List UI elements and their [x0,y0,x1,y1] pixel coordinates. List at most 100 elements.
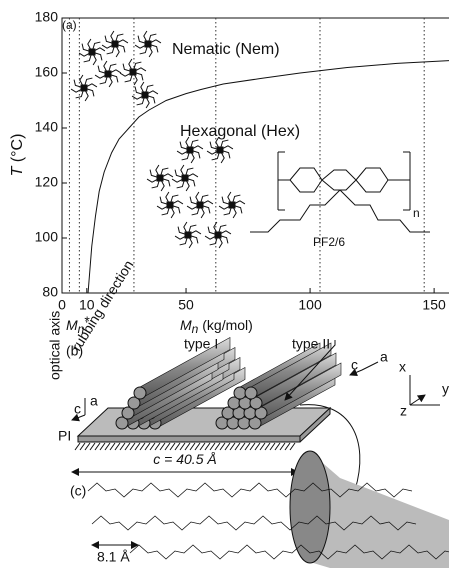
hatch [279,442,286,451]
zoom-cone [310,452,449,568]
hatch [144,442,151,451]
x-tick-label: 150 [422,297,446,313]
arm [107,73,113,88]
optical-axis-label: optical axis [47,311,63,380]
arm [231,200,246,206]
spacing-c-text: c = 40.5 Å [153,451,216,467]
hatch [149,442,156,451]
diagram-b-c [72,336,449,568]
pi-label: PI [58,428,71,444]
arm [187,234,199,244]
arm [83,77,93,89]
arm [147,39,162,45]
arm [110,30,116,45]
rod-end [115,416,129,430]
arm [83,87,95,97]
type2-label: type II [292,336,330,352]
arm [81,43,93,53]
rod-end [233,386,247,400]
axis-c: c [74,401,81,417]
arm [136,94,146,106]
hatch [194,442,201,451]
phase-label: Hexagonal (Hex) [180,123,300,140]
hatch [94,442,101,451]
arm [144,90,159,96]
arm [143,30,149,45]
arm [159,177,165,192]
hatch [184,442,191,451]
x-tick-label: 100 [298,297,322,313]
arm [185,136,191,151]
panel-a-label: (a) [62,18,77,32]
arm [106,43,116,55]
arm [70,87,85,93]
hatch [249,442,256,451]
arm [199,194,209,206]
arm [144,94,150,109]
arm [199,200,214,206]
hatch [174,442,181,451]
frame-y: y [442,381,449,397]
arm [195,191,201,206]
rod-end [133,386,147,400]
arm [107,69,122,75]
frame-z: z [400,403,407,419]
arm [169,200,184,206]
arm [104,35,116,45]
x-tick-label: 50 [178,297,194,313]
arm [219,145,234,151]
arm [184,177,190,192]
arm [183,221,189,236]
arm [139,43,149,55]
arm [132,71,144,81]
arm [169,204,181,214]
hatch [189,442,196,451]
hatch [284,442,291,451]
arm [217,234,223,249]
hatch [124,442,131,451]
arm [231,204,237,219]
arm [189,149,195,164]
hatch [119,442,126,451]
hatch [89,442,96,451]
arm [151,177,161,189]
hatch [74,442,81,451]
hatch [289,442,296,451]
hatch [104,442,111,451]
arm [223,204,233,216]
axis-a: a [380,349,388,365]
arm [91,41,101,53]
pi-edge [77,406,331,443]
arm [174,169,186,179]
hatch [229,442,236,451]
arm [184,177,196,187]
chart-a: 80 100 120 140 160 180 0 10 50 100 150 [35,9,449,313]
polymer-chain [87,482,413,498]
arm [114,43,126,53]
rod-end [121,406,135,420]
arm [186,204,201,210]
y-tick-label: 180 [35,9,59,25]
arm [134,86,146,96]
y-tick-label: 140 [35,119,59,135]
spacing-a: 8.1 Å [97,549,130,565]
hatch [269,442,276,451]
arm [161,204,171,216]
x-axis-label: Mn (kg/mol) [180,317,253,336]
crit-star: * [84,313,90,329]
rod-end [244,386,258,400]
pf-structure [250,167,430,233]
hatch [244,442,251,451]
x-label-unit: (kg/mol) [198,317,252,333]
arm [83,51,93,63]
critical-label: Mn* [66,313,90,336]
frame-x: x [399,359,406,375]
arm [219,149,225,164]
arm [122,63,134,73]
arm [217,230,232,236]
x-label-var: M [180,317,192,333]
arm [132,67,147,73]
arm [128,58,134,73]
hatch [129,442,136,451]
